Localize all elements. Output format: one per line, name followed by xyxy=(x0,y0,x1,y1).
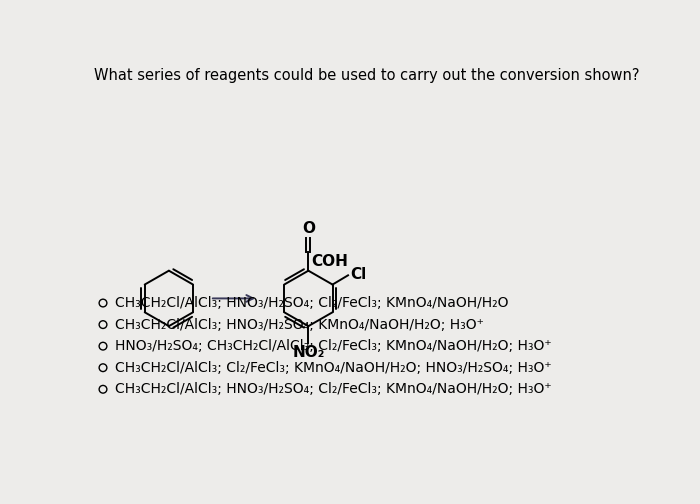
Text: CH₃CH₂Cl/AlCl₃; HNO₃/H₂SO₄; Cl₂/FeCl₃; KMnO₄/NaOH/H₂O: CH₃CH₂Cl/AlCl₃; HNO₃/H₂SO₄; Cl₂/FeCl₃; K… xyxy=(115,296,508,310)
Text: What series of reagents could be used to carry out the conversion shown?: What series of reagents could be used to… xyxy=(94,68,639,83)
Text: HNO₃/H₂SO₄; CH₃CH₂Cl/AlCl₃; Cl₂/FeCl₃; KMnO₄/NaOH/H₂O; H₃O⁺: HNO₃/H₂SO₄; CH₃CH₂Cl/AlCl₃; Cl₂/FeCl₃; K… xyxy=(115,339,552,353)
Text: O: O xyxy=(302,221,315,236)
Text: NO₂: NO₂ xyxy=(292,345,325,360)
Text: COH: COH xyxy=(312,254,349,269)
Text: CH₃CH₂Cl/AlCl₃; HNO₃/H₂SO₄; KMnO₄/NaOH/H₂O; H₃O⁺: CH₃CH₂Cl/AlCl₃; HNO₃/H₂SO₄; KMnO₄/NaOH/H… xyxy=(115,318,484,332)
Text: Cl: Cl xyxy=(351,267,367,282)
Text: CH₃CH₂Cl/AlCl₃; Cl₂/FeCl₃; KMnO₄/NaOH/H₂O; HNO₃/H₂SO₄; H₃O⁺: CH₃CH₂Cl/AlCl₃; Cl₂/FeCl₃; KMnO₄/NaOH/H₂… xyxy=(115,361,552,374)
Text: CH₃CH₂Cl/AlCl₃; HNO₃/H₂SO₄; Cl₂/FeCl₃; KMnO₄/NaOH/H₂O; H₃O⁺: CH₃CH₂Cl/AlCl₃; HNO₃/H₂SO₄; Cl₂/FeCl₃; K… xyxy=(115,382,552,396)
